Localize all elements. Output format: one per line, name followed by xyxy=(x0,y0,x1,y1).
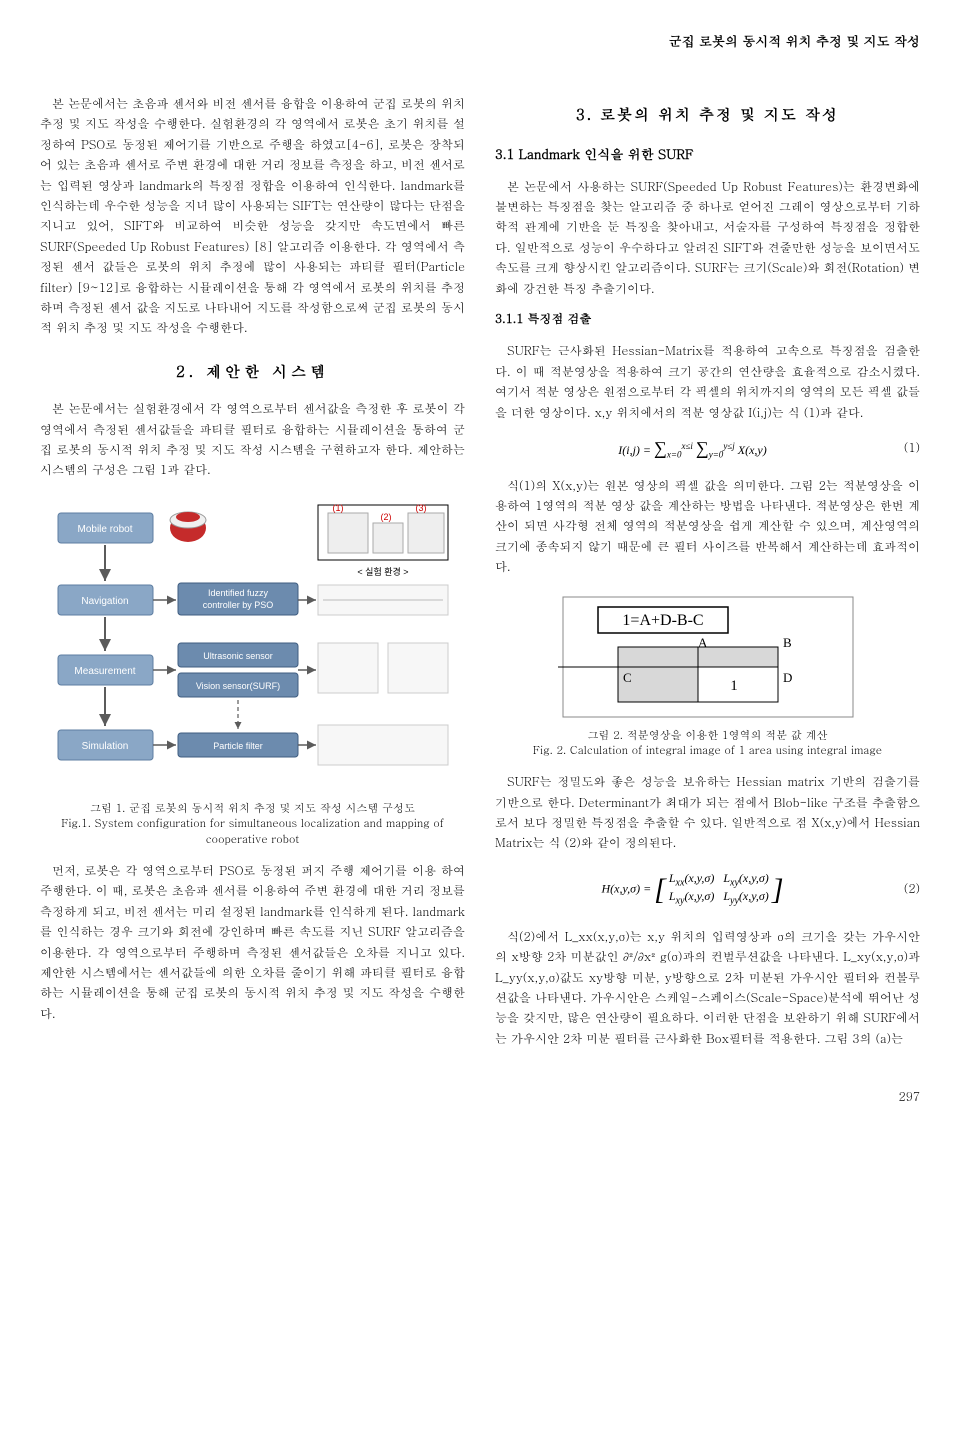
p311-1: SURF는 근사화된 Hessian-Matrix를 적용하여 고속으로 특징점… xyxy=(495,341,920,423)
section-2-title: 2. 제안한 시스템 xyxy=(40,359,465,385)
fig1-box-particle: Particle filter xyxy=(213,741,263,751)
fig2-caption-en: Fig. 2. Calculation of integral image of… xyxy=(533,743,882,758)
fig1-box-mobile-robot: Mobile robot xyxy=(77,524,132,535)
fig1-env-label: < 실험 환경 > xyxy=(357,566,408,577)
sec2-paragraph-2: 먼저, 로봇은 각 영역으로부터 PSO로 동정된 퍼지 주행 제어기를 이용 … xyxy=(40,861,465,1024)
equation-1: I(i,j) = ∑x=0x≤i ∑y=0y≤j X(x,y) xyxy=(495,433,890,464)
fig2-label-d: D xyxy=(783,670,792,685)
fig1-region-1: (1) xyxy=(332,503,343,513)
sec2-paragraph-1: 본 논문에서는 실험환경에서 각 영역으로부터 센서값을 측정한 후 로봇이 각… xyxy=(40,399,465,481)
fig1-caption-en: Fig.1. System configuration for simultan… xyxy=(61,816,444,846)
figure-2-svg: 1=A+D-B-C A B C D 1 xyxy=(558,592,858,722)
figure-1: Mobile robot Navigation Measurement Simu… xyxy=(40,495,465,795)
figure-2-caption: 그림 2. 적분영상을 이용한 1영역의 적분 값 계산 Fig. 2. Cal… xyxy=(495,728,920,759)
p31-1: 본 논문에서 사용하는 SURF(Speeded Up Robust Featu… xyxy=(495,177,920,299)
fig1-region-3: (3) xyxy=(415,503,426,513)
page-number: 297 xyxy=(40,1087,920,1107)
figure-1-svg: Mobile robot Navigation Measurement Simu… xyxy=(53,495,453,795)
figure-1-caption: 그림 1. 군집 로봇의 동시적 위치 추정 및 지도 작성 시스템 구성도 F… xyxy=(40,801,465,847)
equation-2: H(x,y,σ) = [ Lxx(x,y,σ) Lxy(x,y,σ) Lxy(x… xyxy=(495,864,890,915)
fig2-label-1: 1 xyxy=(730,678,738,694)
p311-2: 식(1)의 X(x,y)는 원본 영상의 픽셀 값을 의미한다. 그림 2는 적… xyxy=(495,476,920,578)
subsubsection-3-1-1-title: 3.1.1 특징점 검출 xyxy=(495,309,920,329)
fig1-box-navigation: Navigation xyxy=(81,596,128,607)
fig2-label-a: A xyxy=(698,635,708,650)
left-column: 본 논문에서는 초음파 센서와 비전 센서를 융합을 이용하여 군집 로봇의 위… xyxy=(40,82,465,1059)
fig2-formula: 1=A+D-B-C xyxy=(622,612,703,629)
fig1-box-measurement: Measurement xyxy=(74,666,135,677)
equation-1-row: I(i,j) = ∑x=0x≤i ∑y=0y≤j X(x,y) (1) xyxy=(495,433,920,464)
fig1-box-simulation: Simulation xyxy=(81,741,128,752)
page-header-title: 군집 로봇의 동시적 위치 추정 및 지도 작성 xyxy=(40,30,920,52)
section-3-title: 3. 로봇의 위치 추정 및 지도 작성 xyxy=(495,102,920,128)
equation-1-number: (1) xyxy=(890,438,920,458)
equation-2-row: H(x,y,σ) = [ Lxx(x,y,σ) Lxy(x,y,σ) Lxy(x… xyxy=(495,864,920,915)
equation-2-number: (2) xyxy=(890,879,920,899)
two-column-layout: 본 논문에서는 초음파 센서와 비전 센서를 융합을 이용하여 군집 로봇의 위… xyxy=(40,82,920,1059)
right-column: 3. 로봇의 위치 추정 및 지도 작성 3.1 Landmark 인식을 위한… xyxy=(495,82,920,1059)
fig1-box-vision: Vision sensor(SURF) xyxy=(195,681,279,691)
fig1-region-2: (2) xyxy=(380,512,391,522)
intro-paragraph: 본 논문에서는 초음파 센서와 비전 센서를 융합을 이용하여 군집 로봇의 위… xyxy=(40,94,465,339)
svg-text:controller by PSO: controller by PSO xyxy=(202,600,273,610)
fig2-label-b: B xyxy=(783,635,792,650)
p311-3: SURF는 정밀도와 좋은 성능을 보유하는 Hessian matrix 기반… xyxy=(495,772,920,854)
fig1-box-ultrasonic: Ultrasonic sensor xyxy=(203,651,273,661)
fig2-label-c: C xyxy=(623,670,632,685)
fig1-caption-ko: 그림 1. 군집 로봇의 동시적 위치 추정 및 지도 작성 시스템 구성도 xyxy=(90,801,415,816)
figure-2: 1=A+D-B-C A B C D 1 xyxy=(495,592,920,722)
svg-text:Identified fuzzy: Identified fuzzy xyxy=(207,588,268,598)
p311-4: 식(2)에서 L_xx(x,y,σ)는 x,y 위치의 입력영상과 σ의 크기을… xyxy=(495,927,920,1049)
fig2-caption-ko: 그림 2. 적분영상을 이용한 1영역의 적분 값 계산 xyxy=(588,728,828,743)
subsection-3-1-title: 3.1 Landmark 인식을 위한 SURF xyxy=(495,143,920,165)
